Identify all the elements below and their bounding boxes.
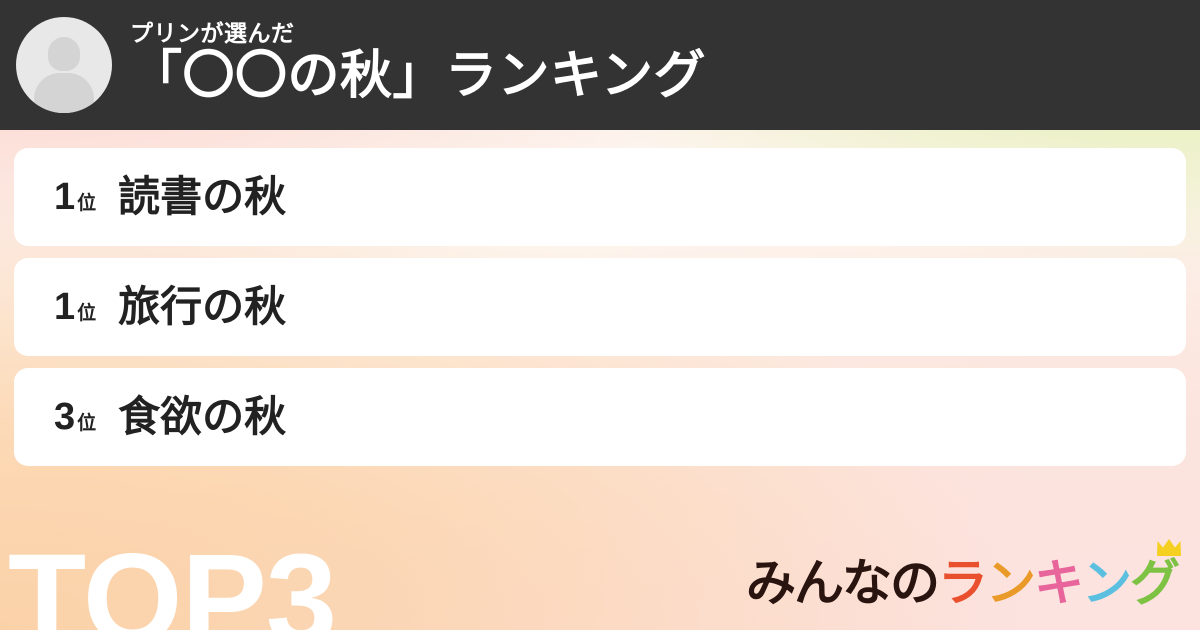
logo-char-gu-wrap: グ <box>1130 539 1181 611</box>
avatar-head-shape <box>48 37 80 71</box>
rank-item-label: 旅行の秋 <box>118 283 287 330</box>
rank-unit: 位 <box>77 303 97 324</box>
rank-value: 3 <box>54 396 76 438</box>
crown-icon <box>1157 539 1181 556</box>
header-subtitle: プリンが選んだ <box>130 19 295 46</box>
rank-unit: 位 <box>77 193 97 214</box>
rank-value: 1 <box>54 176 76 218</box>
avatar-body-shape <box>34 73 94 113</box>
logo-char-ra: ラ <box>938 555 988 611</box>
logo-char-n2: ン <box>1082 555 1132 611</box>
header-bar: プリンが選んだ 「〇〇の秋」ランキング <box>0 0 1200 130</box>
page-title: 「〇〇の秋」ランキング <box>130 46 706 105</box>
top3-watermark: TOP3 <box>8 528 337 630</box>
rank-item-label: 読書の秋 <box>118 173 287 220</box>
logo-char-gu: グ <box>1130 555 1180 611</box>
avatar <box>16 17 112 113</box>
logo-char-ki: キ <box>1034 555 1084 611</box>
rank-unit: 位 <box>77 413 97 434</box>
rank-value: 1 <box>54 286 76 328</box>
rank-item-label: 食欲の秋 <box>118 393 287 440</box>
logo-char-n1: ン <box>986 555 1036 611</box>
logo-text-dark: みんなの <box>746 555 940 611</box>
brand-logo[interactable]: みんなの ラ ン キ ン グ <box>746 539 1181 611</box>
header-text-group: プリンが選んだ 「〇〇の秋」ランキング <box>130 21 706 109</box>
